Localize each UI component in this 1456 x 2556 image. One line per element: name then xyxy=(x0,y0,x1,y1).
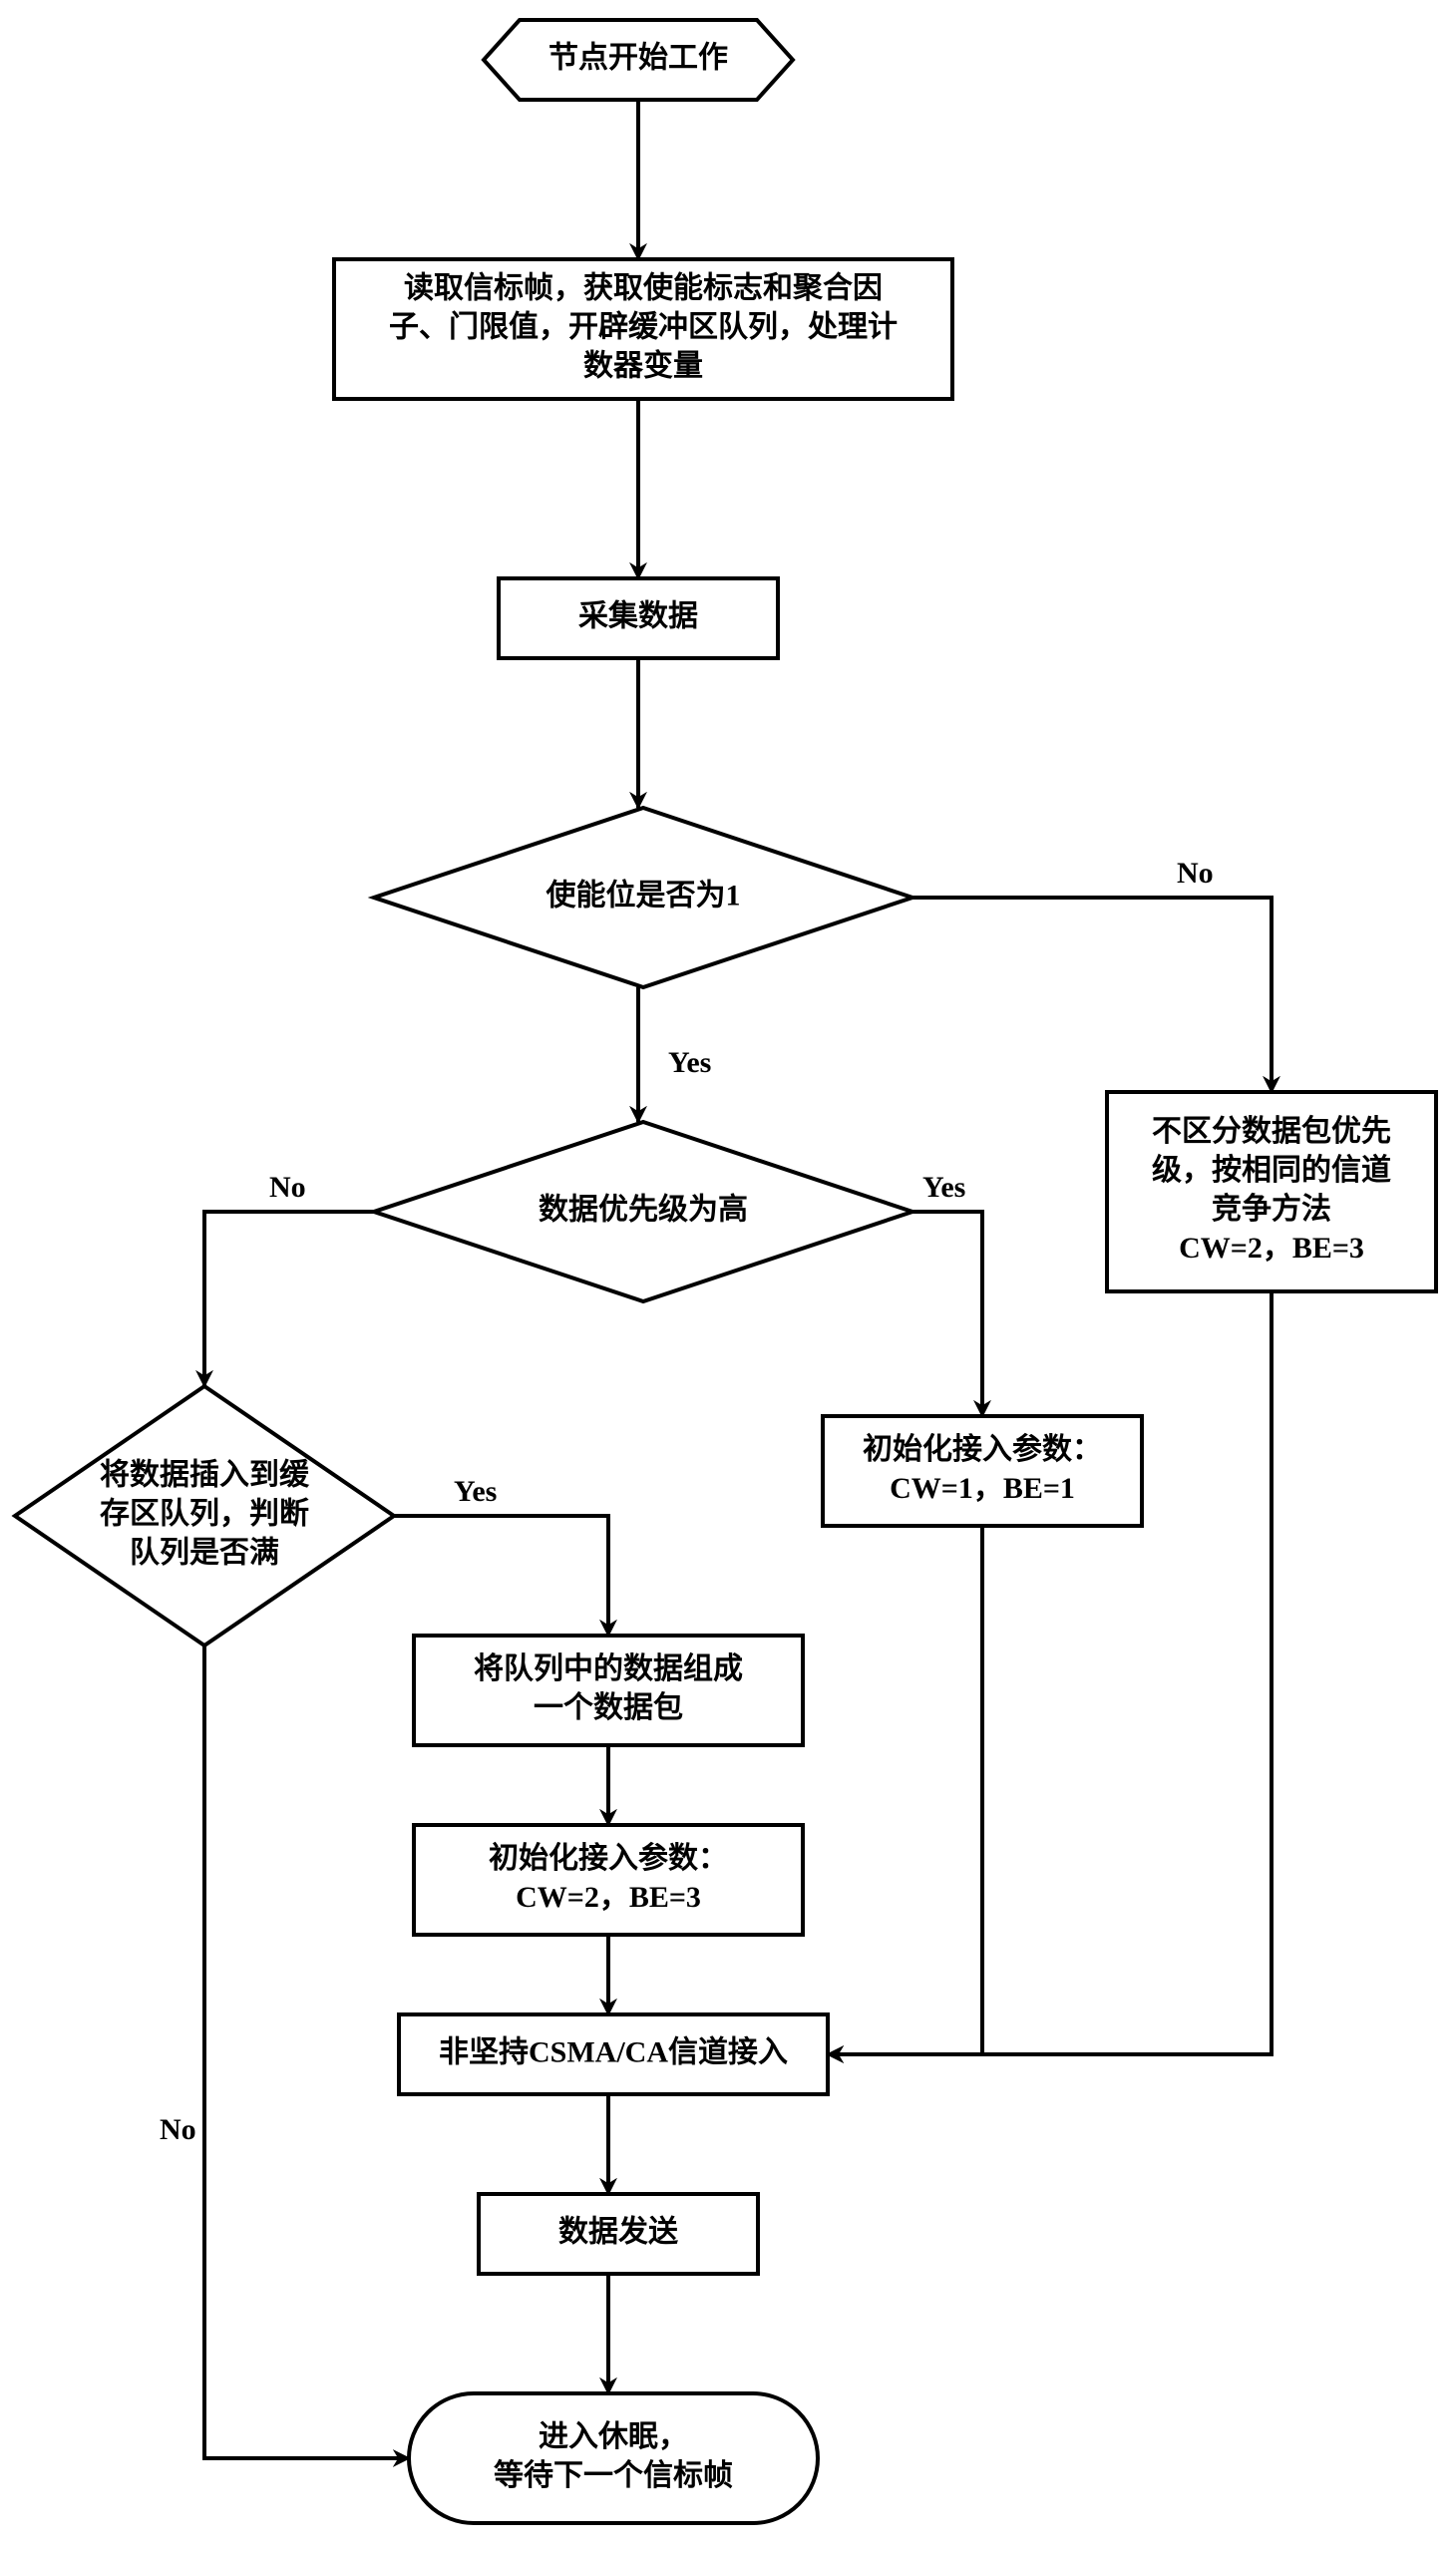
node-dec1: 使能位是否为1 xyxy=(374,808,912,987)
node-collect-text: 采集数据 xyxy=(578,600,698,633)
node-init1: 初始化接入参数： CW=1，BE=1 xyxy=(823,1416,1142,1526)
node-dec3: 将数据插入到缓存区队列，判断队列是否满 xyxy=(15,1386,394,1645)
edge-label: No xyxy=(269,1171,306,1204)
node-pack-text: 一个数据包 xyxy=(534,1690,683,1724)
node-pack: 将队列中的数据组成一个数据包 xyxy=(414,1636,803,1745)
node-csma: 非坚持CSMA/CA信道接入 xyxy=(399,2014,828,2094)
node-csma-text: 非坚持CSMA/CA信道接入 xyxy=(439,2036,788,2069)
node-noprio-text: 不区分数据包优先 xyxy=(1152,1114,1391,1148)
node-end-text: 等待下一个信标帧 xyxy=(494,2458,733,2492)
flowchart-svg: No Yes No Yes No Yes 节点开始工作读取信标帧，获取使能标志和聚合因子、门… xyxy=(0,0,1456,2556)
node-start: 节点开始工作 xyxy=(484,20,793,100)
edge-init1-csma xyxy=(828,1526,982,2054)
node-dec2-text: 数据优先级为高 xyxy=(539,1194,748,1227)
edge-noprio-csma xyxy=(828,1291,1272,2054)
node-noprio-text: CW=2，BE=3 xyxy=(1179,1232,1364,1265)
edge-label: Yes xyxy=(454,1475,497,1508)
node-dec3-text: 将数据插入到缓 xyxy=(100,1459,310,1492)
node-end-text: 进入休眠， xyxy=(539,2420,688,2453)
node-read: 读取信标帧，获取使能标志和聚合因子、门限值，开辟缓冲区队列，处理计数器变量 xyxy=(334,259,952,399)
node-dec1-text: 使能位是否为1 xyxy=(546,879,741,913)
edge-label: No xyxy=(1177,857,1214,890)
edge-dec2-dec3: No xyxy=(204,1171,374,1386)
node-pack-text: 将队列中的数据组成 xyxy=(474,1651,743,1685)
node-init1-text: 初始化接入参数： xyxy=(863,1433,1102,1466)
edge-dec3-pack: Yes xyxy=(394,1475,608,1636)
node-dec2: 数据优先级为高 xyxy=(374,1122,912,1301)
node-send: 数据发送 xyxy=(479,2194,758,2274)
edge-label: Yes xyxy=(668,1046,711,1079)
node-collect: 采集数据 xyxy=(499,578,778,658)
node-send-text: 数据发送 xyxy=(558,2216,678,2249)
node-init2: 初始化接入参数： CW=2，BE=3 xyxy=(414,1825,803,1935)
node-end: 进入休眠， 等待下一个信标帧 xyxy=(409,2393,818,2523)
edge-label: Yes xyxy=(922,1171,965,1204)
edge-label: No xyxy=(160,2113,196,2146)
edge-dec3-end: No xyxy=(160,1645,409,2458)
edge-dec1-dec2: Yes xyxy=(638,987,711,1122)
node-noprio: 不区分数据包优先级，按相同的信道竞争方法 CW=2，BE=3 xyxy=(1107,1092,1436,1291)
node-start-text: 节点开始工作 xyxy=(548,42,728,75)
node-noprio-text: 竞争方法 xyxy=(1212,1192,1331,1226)
node-init1-text: CW=1，BE=1 xyxy=(890,1472,1075,1505)
node-dec3-text: 存区队列，判断 xyxy=(100,1498,309,1531)
node-noprio-text: 级，按相同的信道 xyxy=(1152,1154,1391,1187)
edge-dec1-noprio: No xyxy=(912,857,1272,1092)
node-read-text: 读取信标帧，获取使能标志和聚合因 xyxy=(404,271,883,305)
node-init2-text: 初始化接入参数： xyxy=(489,1842,728,1875)
node-read-text: 数器变量 xyxy=(583,349,703,383)
node-read-text: 子、门限值，开辟缓冲区队列，处理计 xyxy=(389,311,898,344)
node-init2-text: CW=2，BE=3 xyxy=(516,1881,701,1914)
edge-dec2-init1: Yes xyxy=(912,1171,982,1416)
node-dec3-text: 队列是否满 xyxy=(130,1537,279,1570)
